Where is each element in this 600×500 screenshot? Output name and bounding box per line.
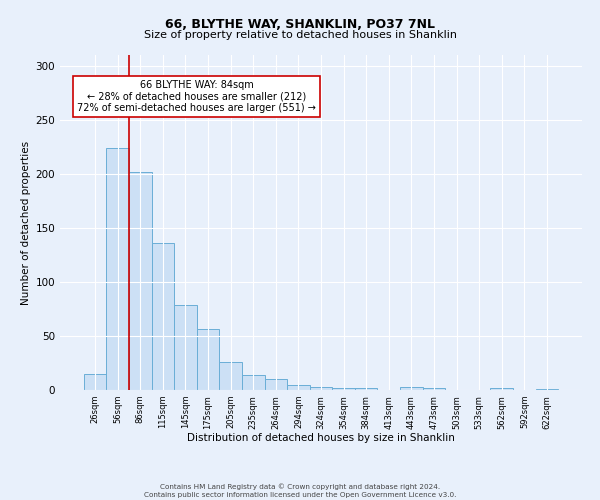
- Text: 66 BLYTHE WAY: 84sqm
← 28% of detached houses are smaller (212)
72% of semi-deta: 66 BLYTHE WAY: 84sqm ← 28% of detached h…: [77, 80, 316, 113]
- Bar: [129, 172, 152, 390]
- X-axis label: Distribution of detached houses by size in Shanklin: Distribution of detached houses by size …: [187, 433, 455, 443]
- Text: Contains HM Land Registry data © Crown copyright and database right 2024.
Contai: Contains HM Land Registry data © Crown c…: [144, 484, 456, 498]
- Text: Size of property relative to detached houses in Shanklin: Size of property relative to detached ho…: [143, 30, 457, 40]
- Bar: [84, 374, 106, 390]
- Bar: [490, 388, 513, 390]
- Text: 66, BLYTHE WAY, SHANKLIN, PO37 7NL: 66, BLYTHE WAY, SHANKLIN, PO37 7NL: [165, 18, 435, 30]
- Bar: [152, 243, 174, 390]
- Y-axis label: Number of detached properties: Number of detached properties: [21, 140, 31, 304]
- Bar: [242, 375, 265, 390]
- Bar: [220, 362, 242, 390]
- Bar: [536, 389, 558, 390]
- Bar: [106, 148, 129, 390]
- Bar: [287, 384, 310, 390]
- Bar: [265, 379, 287, 390]
- Bar: [310, 387, 332, 390]
- Bar: [197, 330, 220, 390]
- Bar: [332, 388, 355, 390]
- Bar: [422, 388, 445, 390]
- Bar: [400, 387, 422, 390]
- Bar: [355, 388, 377, 390]
- Bar: [174, 304, 197, 390]
